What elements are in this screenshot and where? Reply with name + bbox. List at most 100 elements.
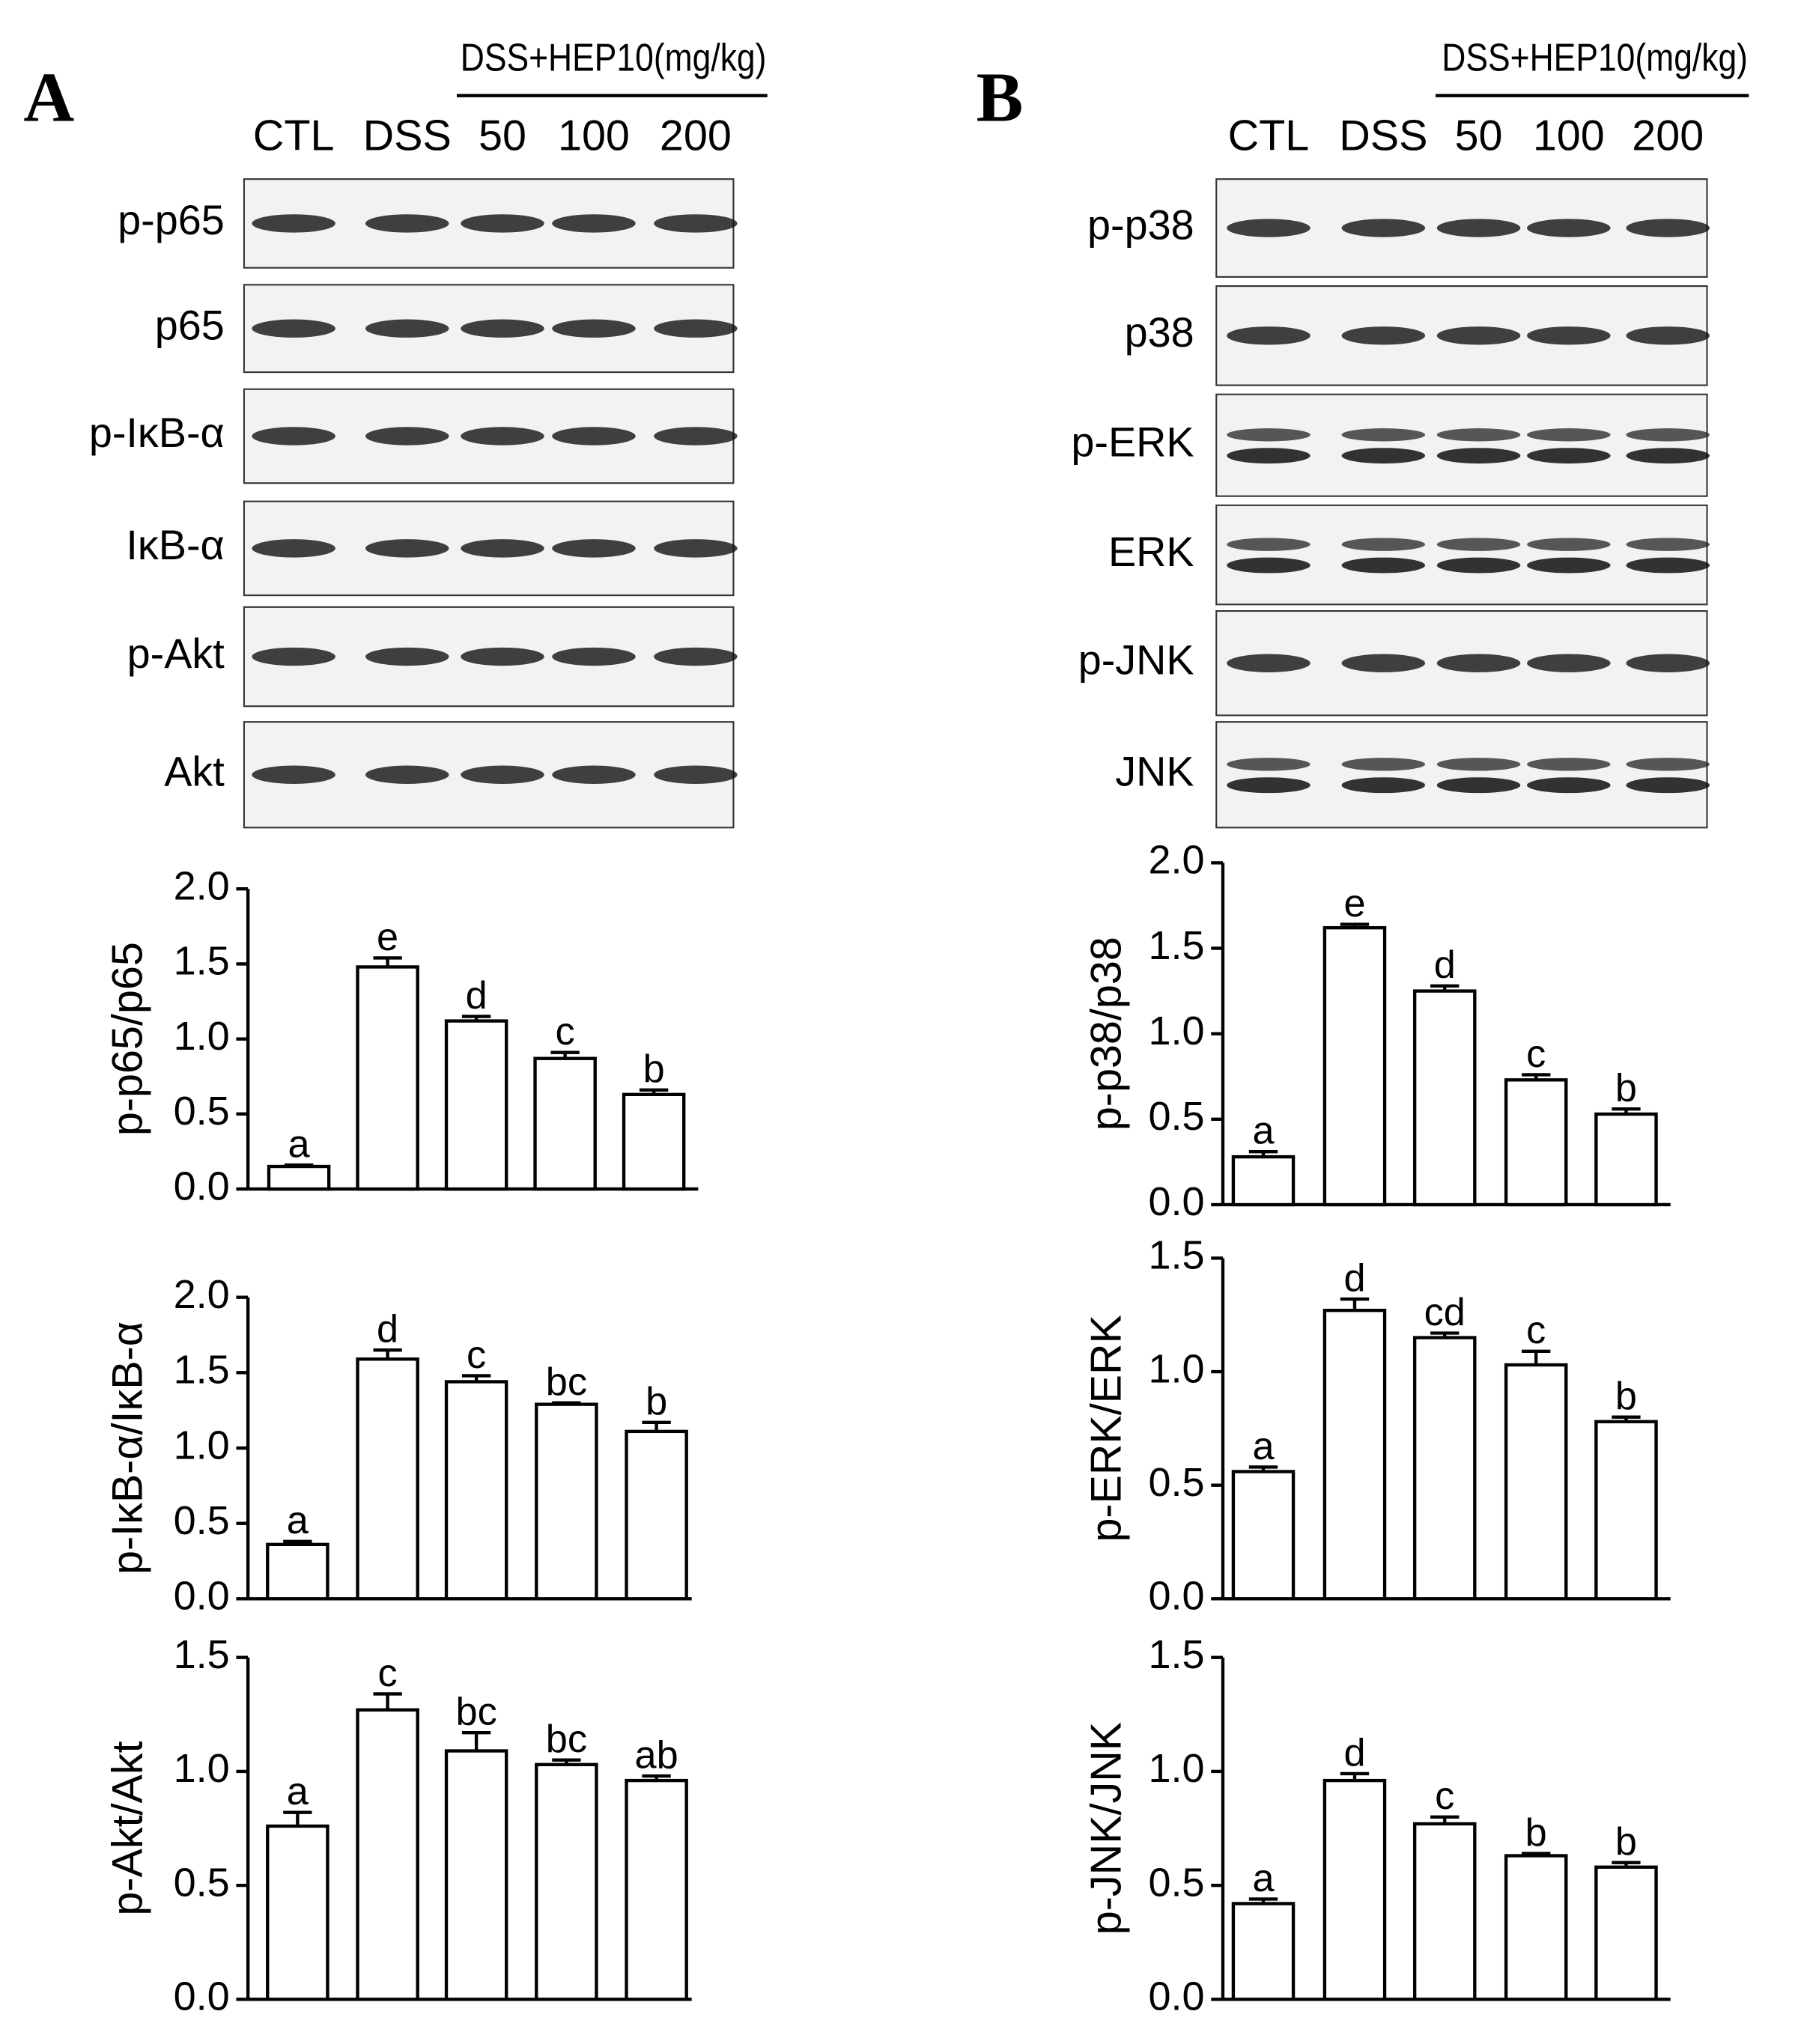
blot-frame bbox=[1215, 721, 1708, 829]
bar bbox=[1504, 1363, 1568, 1601]
blot-band bbox=[1626, 654, 1710, 672]
lane-label: 200 bbox=[1632, 112, 1704, 159]
blot-label: Akt bbox=[164, 748, 225, 794]
blot-label: IκB-α bbox=[126, 522, 224, 568]
y-tick-label: 1.5 bbox=[1148, 1233, 1204, 1278]
bar bbox=[535, 1402, 598, 1601]
blot-band bbox=[552, 647, 636, 666]
y-tick-label: 1.5 bbox=[174, 1348, 230, 1393]
blot-band bbox=[654, 765, 738, 784]
y-tick-label: 1.5 bbox=[174, 939, 230, 984]
blot-band bbox=[252, 647, 335, 666]
significance-letter: b bbox=[643, 1047, 665, 1091]
blot-band bbox=[1626, 758, 1710, 771]
blot-band bbox=[1527, 557, 1611, 574]
blot-band bbox=[1626, 538, 1710, 551]
blot-band bbox=[252, 319, 335, 338]
blot-band bbox=[1626, 777, 1710, 794]
y-tick-label: 1.0 bbox=[1148, 1009, 1204, 1053]
blot-band bbox=[1626, 326, 1710, 345]
blot-band bbox=[1527, 758, 1611, 771]
blot-band bbox=[365, 427, 449, 445]
significance-letter: d bbox=[1343, 1731, 1365, 1774]
y-tick-label: 0.5 bbox=[1148, 1094, 1204, 1139]
blot-band bbox=[1527, 428, 1611, 442]
significance-letter: b bbox=[646, 1380, 667, 1423]
blot-band bbox=[461, 214, 544, 233]
significance-letter: d bbox=[1434, 943, 1456, 987]
blot-band bbox=[1227, 758, 1310, 771]
significance-letter: a bbox=[1252, 1425, 1275, 1468]
lane-label: 50 bbox=[479, 112, 526, 159]
bar bbox=[1231, 1902, 1296, 2001]
y-tick-label: 0.5 bbox=[174, 1498, 230, 1543]
y-axis-label: p-ERK/ERK bbox=[1083, 1315, 1131, 1542]
y-tick-label: 0.0 bbox=[174, 1164, 230, 1208]
significance-letter: c bbox=[1435, 1774, 1454, 1818]
blot-band bbox=[365, 647, 449, 666]
bar bbox=[622, 1092, 686, 1191]
significance-letter: cd bbox=[1424, 1291, 1466, 1334]
significance-letter: e bbox=[377, 916, 398, 959]
y-tick-label: 0.5 bbox=[1148, 1460, 1204, 1505]
y-tick-label: 2.0 bbox=[174, 864, 230, 909]
bar bbox=[1231, 1155, 1296, 1207]
y-tick-label: 1.5 bbox=[174, 1632, 230, 1677]
y-axis-label: p-IκB-α/IκB-α bbox=[103, 1321, 151, 1575]
significance-letter: a bbox=[1252, 1110, 1275, 1153]
blot-band bbox=[1227, 654, 1310, 672]
blot-band bbox=[252, 539, 335, 558]
blot-band bbox=[1626, 219, 1710, 237]
y-axis-label: p-JNK/JNK bbox=[1083, 1722, 1131, 1935]
significance-letter: ab bbox=[635, 1733, 678, 1777]
bar bbox=[356, 965, 419, 1191]
lane-label: 50 bbox=[1455, 112, 1503, 159]
lane-label: 100 bbox=[1533, 112, 1605, 159]
lane-label: 100 bbox=[558, 112, 630, 159]
blot-label: p-IκB-α bbox=[89, 410, 225, 456]
bar bbox=[1504, 1078, 1568, 1207]
blot-label: ERK bbox=[1108, 529, 1194, 575]
y-tick-label: 0.0 bbox=[174, 1974, 230, 2019]
bar bbox=[356, 1357, 419, 1601]
significance-letter: bc bbox=[456, 1691, 497, 1734]
blot-band bbox=[1227, 777, 1310, 794]
blot-band bbox=[1626, 448, 1710, 464]
bar bbox=[535, 1762, 598, 2001]
significance-letter: d bbox=[377, 1308, 398, 1351]
blot-band bbox=[1436, 326, 1521, 345]
y-axis-label: p-p38/p38 bbox=[1083, 937, 1131, 1131]
significance-letter: a bbox=[1252, 1857, 1275, 1900]
lane-label: 200 bbox=[660, 112, 732, 159]
bar bbox=[444, 1749, 508, 2001]
bar bbox=[625, 1429, 688, 1601]
blot-band bbox=[552, 214, 636, 233]
blot-band bbox=[365, 765, 449, 784]
significance-letter: a bbox=[287, 1499, 309, 1542]
blot-band bbox=[1227, 448, 1310, 464]
panel-label: B bbox=[977, 58, 1024, 136]
significance-letter: b bbox=[1615, 1067, 1637, 1110]
blot-band bbox=[552, 427, 636, 445]
blot-label: p-Akt bbox=[127, 630, 225, 677]
blot-band bbox=[252, 765, 335, 784]
blot-band bbox=[1341, 219, 1426, 237]
blot-band bbox=[1527, 538, 1611, 551]
blot-band bbox=[461, 765, 544, 784]
bar bbox=[444, 1019, 508, 1191]
bar bbox=[1504, 1854, 1568, 2001]
blot-band bbox=[654, 539, 738, 558]
y-tick-label: 0.0 bbox=[1148, 1574, 1204, 1619]
bar bbox=[1594, 1420, 1658, 1601]
y-tick-label: 0.5 bbox=[174, 1089, 230, 1134]
blot-band bbox=[1227, 538, 1310, 551]
significance-letter: b bbox=[1525, 1811, 1547, 1855]
blot-band bbox=[461, 427, 544, 445]
significance-letter: c bbox=[1526, 1309, 1546, 1352]
blot-band bbox=[1436, 538, 1521, 551]
blot-band bbox=[1527, 777, 1611, 794]
blot-band bbox=[1227, 326, 1310, 345]
blot-band bbox=[1436, 557, 1521, 574]
